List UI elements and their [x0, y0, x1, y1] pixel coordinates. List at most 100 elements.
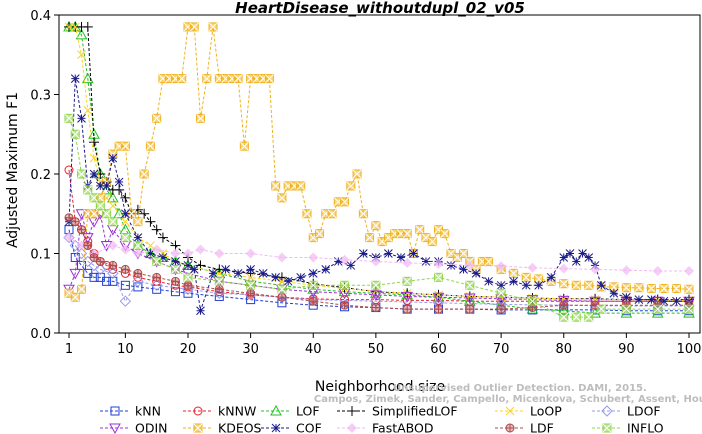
x-tick-label: 50 [368, 342, 385, 357]
y-tick-label: 0.0 [30, 327, 51, 342]
point-fastabod [76, 240, 87, 251]
point-ldf [340, 300, 350, 310]
legend-entry-odin: ODIN [100, 421, 168, 434]
point-kdeos [177, 74, 187, 84]
legend-label: LDF [530, 421, 554, 434]
y-axis-label: Adjusted Maximum F1 [5, 92, 21, 248]
point-kdeos [189, 22, 199, 32]
point-inflo [64, 113, 74, 123]
point-kdeos [315, 229, 325, 239]
point-fastabod [170, 248, 181, 259]
point-cof [446, 261, 456, 270]
point-odin [69, 268, 82, 280]
series-line-ldof [68, 237, 689, 307]
x-axis-label: Neighborhood size [315, 379, 445, 395]
point-kdeos [659, 283, 669, 293]
point-inflo [120, 233, 130, 243]
point-inflo [371, 280, 381, 290]
legend-entry-kdeos: KDEOS [183, 421, 262, 434]
x-tick-label: 60 [430, 342, 447, 357]
legend-label: kNN [135, 404, 161, 419]
point-odin [463, 293, 476, 305]
point-kdeos [459, 249, 469, 258]
legend: kNN kNNW LOF SimplifiedLOF LoOP LDOF ODIN KDEOS… [100, 404, 664, 434]
point-cof [471, 269, 481, 278]
legend-label: INFLO [627, 421, 664, 434]
point-loop [77, 50, 86, 60]
point-fastabod [433, 258, 444, 269]
point-inflo [89, 193, 99, 203]
point-kdeos [70, 292, 80, 302]
point-fastabod [308, 252, 319, 263]
legend-entry-fastabod: FastABOD [337, 421, 434, 434]
point-inflo [571, 312, 581, 322]
point-kdeos [358, 209, 368, 219]
point-inflo [527, 296, 537, 306]
point-loop [89, 153, 99, 163]
legend-entry-ldof: LDOF [592, 404, 661, 419]
point-inflo [246, 280, 256, 290]
point-ldf [133, 268, 143, 278]
x-tick-label: 1 [65, 342, 73, 357]
point-cof [565, 249, 575, 258]
point-lof [526, 303, 539, 314]
point-odin [432, 292, 445, 304]
point-loop [214, 269, 224, 278]
point-inflo [559, 312, 569, 322]
point-inflo [214, 276, 224, 286]
point-cof [346, 261, 356, 270]
point-kdeos [634, 283, 644, 293]
point-cof [196, 306, 205, 316]
series-line-cof [68, 78, 689, 311]
series-lof [63, 20, 695, 318]
point-kdeos [621, 283, 631, 293]
point-knn [102, 276, 112, 286]
point-kdeos [671, 283, 681, 293]
point-lof [401, 288, 414, 300]
point-fastabod [107, 240, 118, 251]
legend-swatch-marker [109, 423, 121, 434]
point-cof [358, 249, 368, 258]
point-cof [596, 280, 606, 290]
point-kdeos [352, 169, 362, 179]
point-cof [609, 288, 619, 298]
point-inflo [653, 304, 663, 314]
y-tick-label: 0.1 [30, 248, 51, 263]
credit-line-2: Campos, Zimek, Sander, Campello, Micenko… [314, 394, 702, 405]
point-inflo [308, 280, 318, 290]
point-inflo [102, 209, 112, 219]
point-kdeos [77, 284, 87, 294]
series-kdeos [64, 22, 694, 302]
legend-swatch-marker [193, 406, 203, 416]
point-kdeos [340, 197, 350, 207]
legend-swatch-marker [271, 423, 281, 433]
point-kdeos [371, 221, 381, 231]
point-inflo [70, 129, 80, 139]
point-kdeos [152, 113, 162, 123]
point-kdeos [346, 181, 356, 191]
point-knnw [64, 165, 74, 175]
point-kdeos [202, 74, 212, 84]
point-fastabod [558, 263, 569, 274]
point-ldf [152, 272, 162, 282]
legend-swatch-marker [602, 423, 612, 433]
point-simplifiedlof [151, 224, 162, 235]
legend-label: ODIN [135, 421, 168, 434]
point-kdeos [208, 22, 218, 32]
y-tick-label: 0.4 [30, 9, 51, 24]
point-fastabod [214, 248, 225, 259]
point-fastabod [621, 265, 632, 276]
point-inflo [684, 304, 694, 314]
point-cof [258, 269, 268, 278]
point-ldf [183, 280, 193, 290]
point-cof [396, 253, 406, 262]
point-fastabod [652, 265, 663, 276]
point-simplifiedlof [114, 184, 125, 195]
point-simplifiedlof [82, 21, 93, 32]
point-cof [634, 295, 644, 304]
legend-label: kNNW [218, 404, 256, 419]
point-kdeos [415, 225, 425, 235]
legend-label: LoOP [530, 404, 562, 419]
point-cof [496, 280, 506, 290]
